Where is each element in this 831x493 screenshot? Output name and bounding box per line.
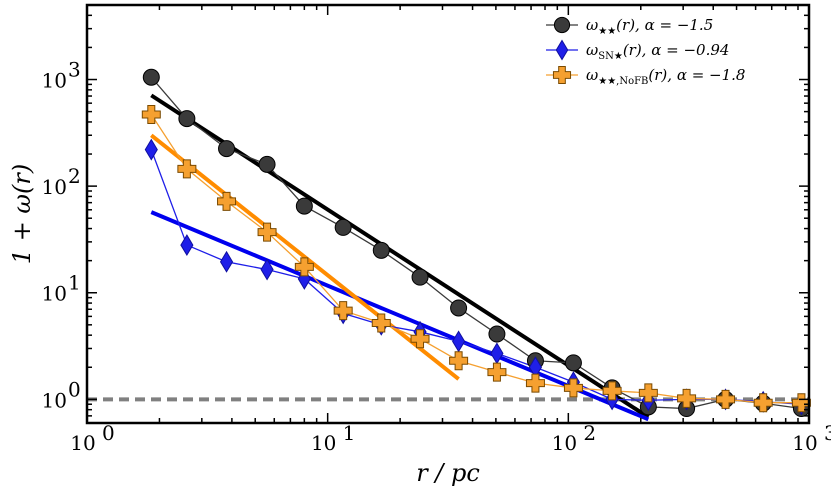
y-tick-exponent: 0 (68, 377, 81, 401)
y-tick-label: 10 (42, 175, 67, 199)
data-point-series-0 (411, 268, 429, 286)
data-point-series-0 (142, 68, 160, 86)
data-point-series-2 (753, 393, 773, 413)
data-point-series-2 (716, 389, 736, 409)
data-point-series-2 (141, 104, 161, 124)
data-point-series-2 (563, 378, 583, 398)
data-point-series-2 (294, 257, 314, 277)
data-point-series-2 (525, 373, 545, 393)
data-markers (141, 68, 811, 418)
data-point-series-2 (371, 313, 391, 333)
data-point-series-2 (449, 351, 469, 371)
data-point-series-2 (638, 383, 658, 403)
x-tick-label: 10 (792, 431, 817, 455)
data-point-series-0 (564, 354, 582, 372)
data-point-series-1 (144, 138, 158, 161)
data-point-series-0 (178, 110, 196, 128)
data-point-series-2 (410, 329, 430, 349)
plot-area (87, 5, 809, 423)
data-point-series-1 (260, 258, 274, 281)
y-tick-exponent: 1 (68, 271, 81, 295)
data-point-series-0 (218, 140, 236, 158)
x-axis-label: r / pc (416, 459, 480, 487)
legend-marker-2 (552, 65, 572, 85)
tick-labels: 10 0 10 1 10 2 10 310 010 110 210 3 (42, 58, 831, 455)
axis-ticks (86, 4, 810, 424)
legend-marker-0 (553, 16, 571, 34)
x-tick-exponent: 3 (824, 421, 831, 445)
x-tick-label: 10 (311, 431, 336, 455)
legend-label-0: ω★★(r), α = −1.5 (586, 16, 713, 37)
data-point-series-1 (219, 250, 234, 273)
y-tick-exponent: 2 (68, 164, 81, 188)
x-tick-exponent: 1 (343, 421, 356, 445)
data-point-series-0 (372, 241, 390, 259)
data-point-series-1 (180, 234, 194, 257)
data-point-series-2 (177, 159, 197, 179)
legend-label-2: ω★★,NoFB(r), α = −1.8 (586, 66, 745, 87)
x-tick-exponent: 0 (102, 421, 115, 445)
data-point-series-2 (217, 191, 237, 211)
data-point-series-0 (488, 325, 506, 343)
data-point-series-0 (334, 218, 352, 236)
legend-label-1: ωSN★(r), α = −0.94 (586, 41, 729, 62)
legend: ω★★(r), α = −1.5 ωSN★(r), α = −0.94 ω★★,No… (546, 16, 745, 87)
y-axis-label: 1 + ω(r) (8, 164, 36, 264)
x-tick-exponent: 2 (583, 421, 596, 445)
y-tick-exponent: 3 (68, 58, 81, 82)
y-tick-label: 10 (42, 388, 67, 412)
x-tick-label: 10 (70, 431, 95, 455)
data-point-series-0 (450, 299, 468, 317)
fit-line-series-2 (150, 133, 460, 381)
data-point-series-2 (677, 388, 697, 408)
data-point-series-0 (295, 197, 313, 215)
x-tick-label: 10 (552, 431, 577, 455)
y-tick-label: 10 (42, 282, 67, 306)
plot-frame (85, 3, 811, 425)
legend-marker-1 (555, 39, 569, 61)
data-point-series-2 (602, 381, 622, 401)
y-tick-label: 10 (42, 69, 67, 93)
data-point-series-2 (257, 222, 277, 242)
data-point-series-2 (333, 301, 353, 321)
data-point-series-2 (487, 362, 507, 382)
data-point-series-0 (258, 155, 276, 173)
